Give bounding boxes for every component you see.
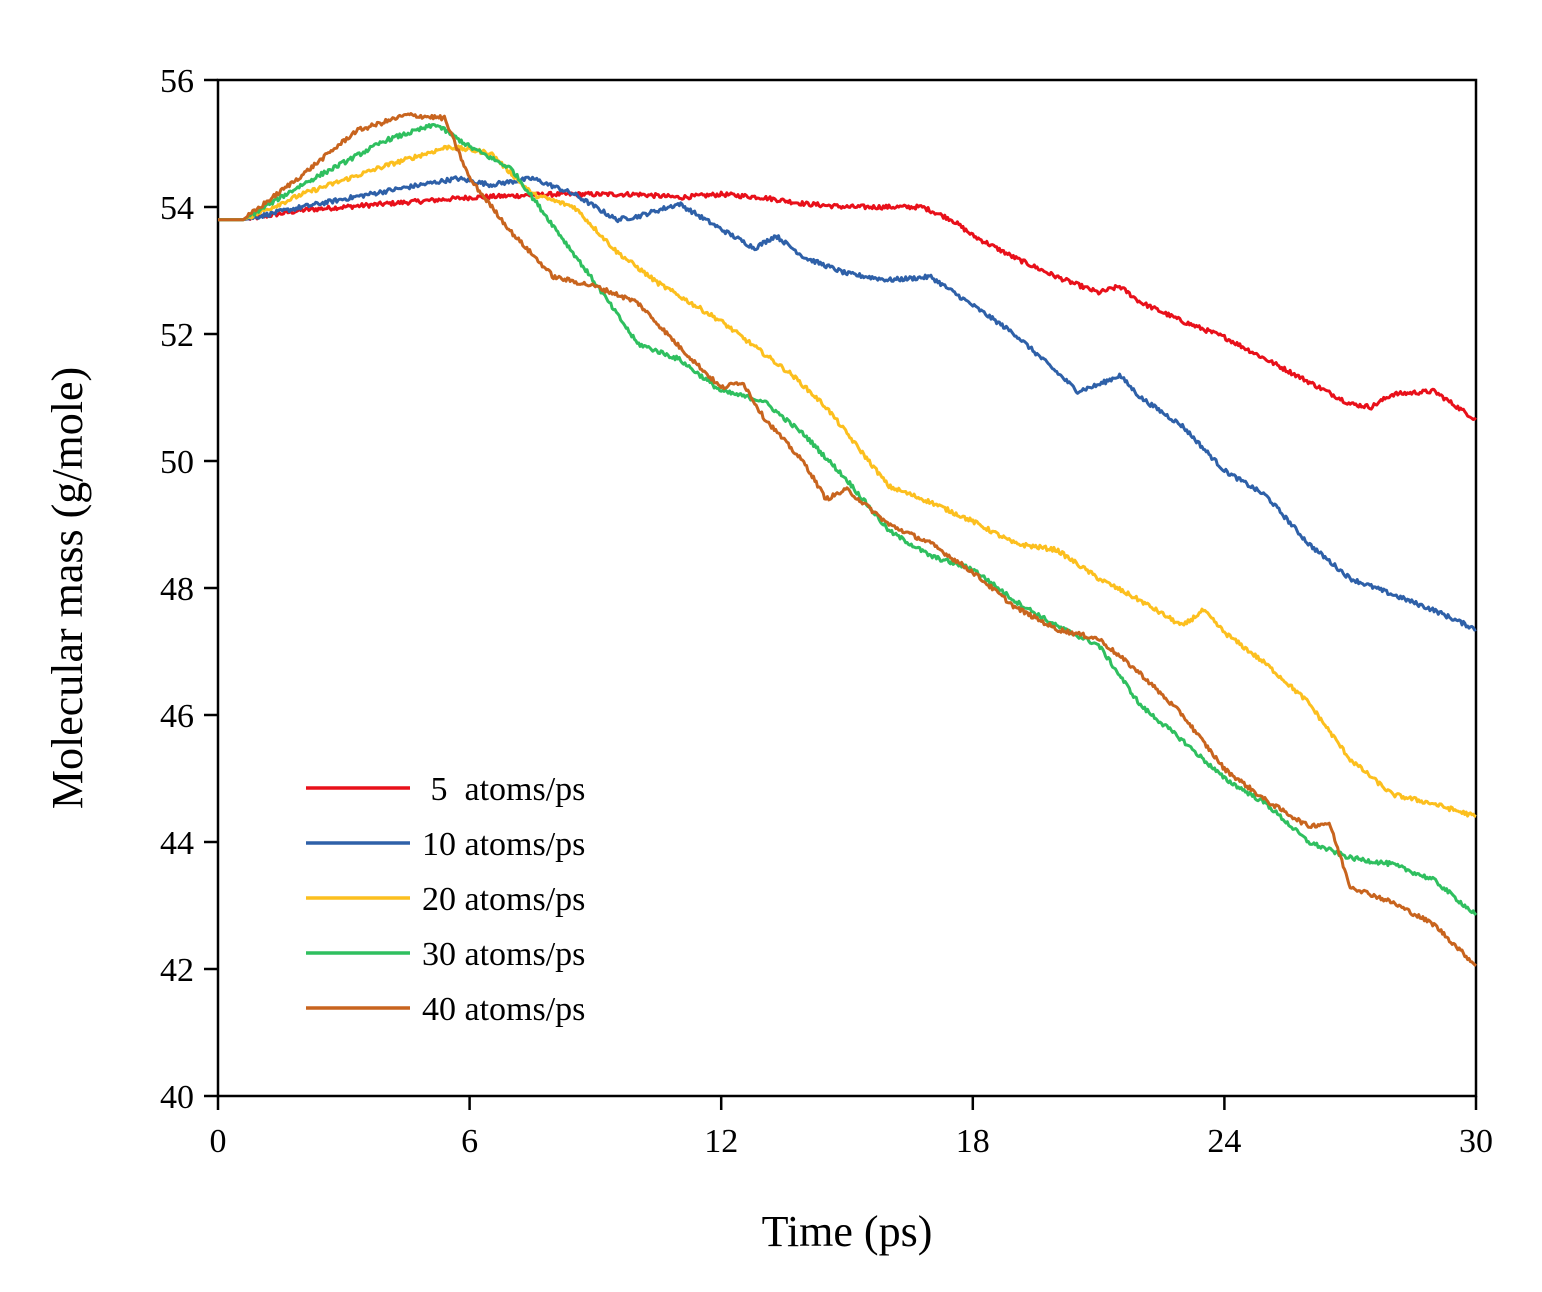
y-tick-label: 56 — [160, 63, 194, 100]
y-tick-label: 48 — [160, 571, 194, 608]
y-tick-label: 42 — [160, 952, 194, 989]
x-tick-label: 24 — [1207, 1123, 1241, 1160]
x-axis-label: Time (ps) — [762, 1207, 933, 1256]
y-axis: 40 42 44 46 48 50 52 54 56 — [160, 63, 218, 1116]
x-tick-label: 12 — [704, 1123, 738, 1160]
y-tick-label: 50 — [160, 444, 194, 481]
x-tick-label: 30 — [1459, 1123, 1493, 1160]
x-tick-label: 6 — [461, 1123, 478, 1160]
y-tick-label: 54 — [160, 190, 194, 227]
y-tick-label: 52 — [160, 317, 194, 354]
y-tick-label: 44 — [160, 825, 194, 862]
legend-label-3: 30 atoms/ps — [422, 936, 585, 973]
legend-label-0: 5 atoms/ps — [422, 771, 585, 808]
series-line-0 — [217, 190, 1477, 421]
legend-label-2: 20 atoms/ps — [422, 881, 585, 918]
y-tick-label: 46 — [160, 698, 194, 735]
x-axis: 0 6 12 18 24 30 — [210, 1096, 1493, 1160]
x-tick-label: 18 — [956, 1123, 990, 1160]
series-line-3 — [217, 123, 1478, 916]
x-tick-label: 0 — [210, 1123, 227, 1160]
y-axis-label: Molecular mass (g/mole) — [43, 367, 92, 809]
series-line-1 — [217, 175, 1477, 632]
legend-label-1: 10 atoms/ps — [422, 826, 585, 863]
legend-label-4: 40 atoms/ps — [422, 991, 585, 1028]
series-line-2 — [217, 144, 1477, 818]
plot-frame — [216, 78, 1478, 1098]
series-line-4 — [217, 112, 1477, 967]
legend: 5 atoms/ps 10 atoms/ps 20 atoms/ps 30 atoms… — [306, 771, 585, 1028]
y-tick-label: 40 — [160, 1079, 194, 1116]
series-layer — [217, 112, 1478, 967]
